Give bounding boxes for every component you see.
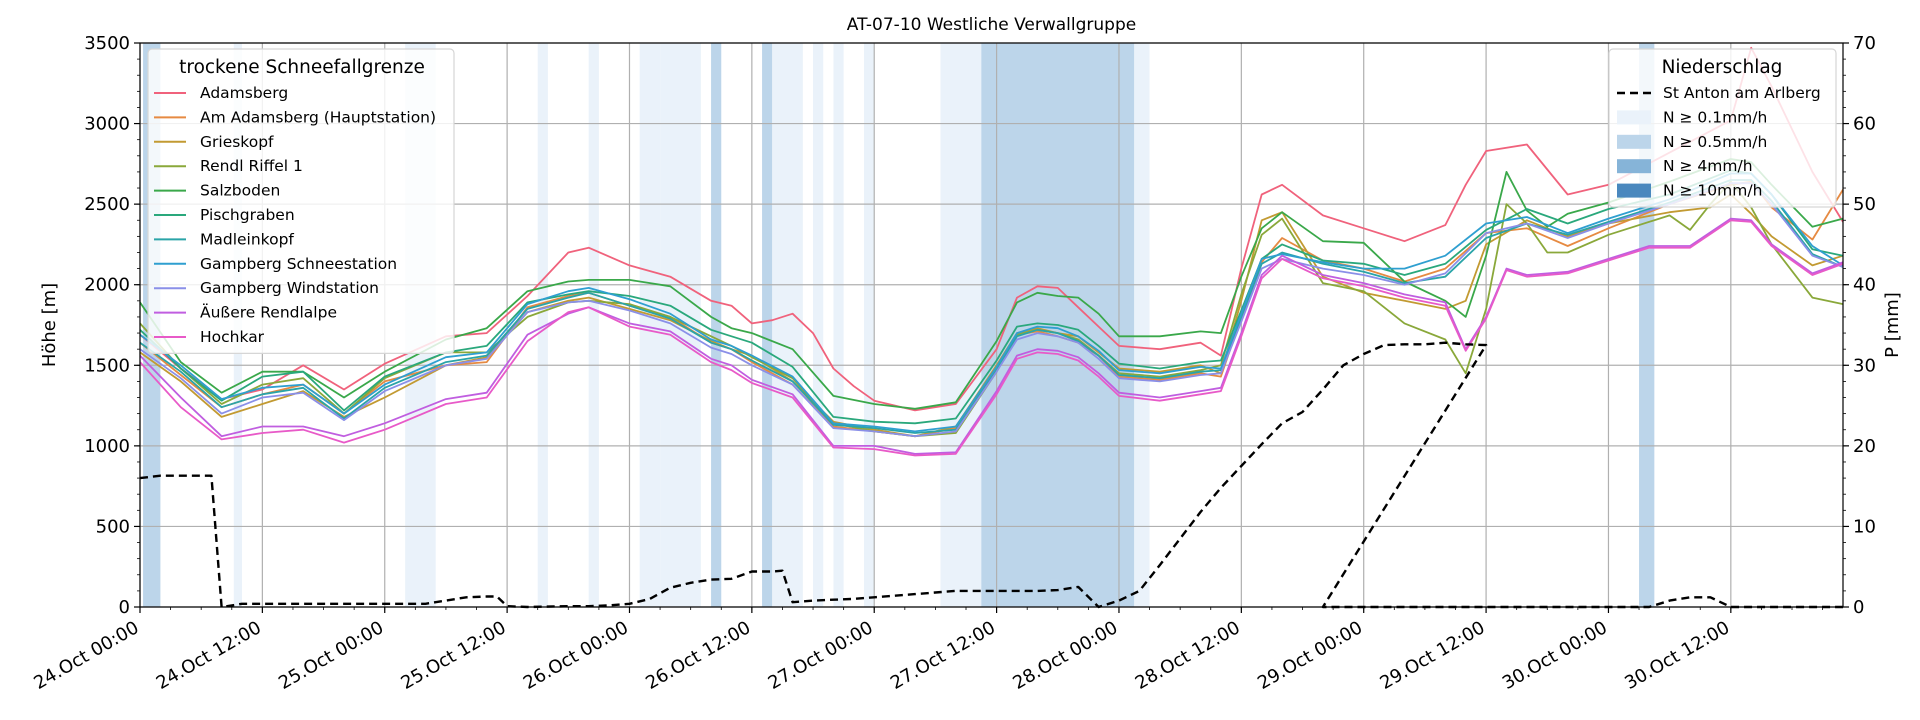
x-tick-label: 24.Oct 00:00 (30, 617, 142, 694)
y-tick-label-left: 3500 (84, 33, 130, 54)
precip-band (762, 43, 773, 607)
series-line (139, 172, 1844, 433)
legend-entry: N ≥ 0.5mm/h (1663, 133, 1767, 151)
legend-snowline: trockene Schneefallgrenze Adamsberg Am Ada… (147, 48, 455, 354)
chart-title: AT-07-10 Westliche Verwallgruppe (847, 15, 1136, 35)
legend-precipitation: Niederschlag St Anton am Arlberg N ≥ 0.1mm… (1608, 48, 1837, 208)
legend-entry: N ≥ 10mm/h (1663, 182, 1762, 200)
y-tick-label-left: 500 (96, 516, 130, 537)
x-tick-label: 30.Oct 00:00 (1499, 617, 1611, 694)
legend-entry: Salzboden (200, 182, 280, 200)
precip-band (537, 43, 548, 607)
legend-swatch (1617, 134, 1651, 149)
x-tick-label: 28.Oct 12:00 (1132, 617, 1244, 694)
y-tick-label-right: 0 (1853, 597, 1864, 618)
legend-entry: Gampberg Schneestation (200, 255, 397, 273)
y-tick-label-left: 1000 (84, 436, 130, 457)
x-tick-label: 29.Oct 00:00 (1254, 617, 1366, 694)
y-tick-label-left: 3000 (84, 114, 130, 135)
x-tick-label: 26.Oct 00:00 (520, 617, 632, 694)
legend-entry: Pischgraben (200, 206, 295, 224)
legend-entry: Äußere Rendlalpe (200, 303, 337, 322)
legend-box (1608, 48, 1837, 208)
precip-band (813, 43, 824, 607)
legend-entry: N ≥ 0.1mm/h (1663, 108, 1767, 126)
series-line (139, 182, 1844, 438)
y-axis-label-right: P [mm] (1882, 292, 1903, 358)
x-tick-label: 30.Oct 12:00 (1621, 617, 1733, 694)
legend-swatch (1617, 159, 1651, 174)
precip-band (1134, 43, 1150, 607)
legend-box (147, 48, 455, 354)
precip-band (588, 43, 599, 607)
legend-swatch (1617, 183, 1651, 198)
x-tick-label: 26.Oct 12:00 (642, 617, 754, 694)
x-tick-label: 27.Oct 12:00 (887, 617, 999, 694)
y-tick-label-right: 50 (1853, 194, 1876, 215)
series-line (139, 219, 1844, 457)
legend-entry: Rendl Riffel 1 (200, 157, 303, 175)
series-lines (139, 46, 1844, 457)
legend-swatch (1617, 110, 1651, 125)
y-tick-label-right: 70 (1853, 33, 1876, 54)
legend-entry: Gampberg Windstation (200, 279, 379, 297)
x-tick-label: 25.Oct 00:00 (275, 617, 387, 694)
x-tick-label: 29.Oct 12:00 (1376, 617, 1488, 694)
plot-frame (139, 42, 1844, 608)
precip-band (639, 43, 661, 607)
y-tick-label-right: 60 (1853, 114, 1876, 135)
legend-entry: Adamsberg (200, 84, 288, 102)
legend-entry: St Anton am Arlberg (1663, 84, 1821, 102)
legend-entry: N ≥ 4mm/h (1663, 157, 1753, 175)
precip-band (940, 43, 982, 607)
y-tick-label-left: 1500 (84, 355, 130, 376)
series-line (139, 217, 1844, 455)
precip-band (833, 43, 844, 607)
y-axis-label-left: Höhe [m] (39, 283, 60, 367)
series-line (139, 180, 1844, 438)
y-tick-label-left: 0 (119, 597, 130, 618)
legend-title: Niederschlag (1662, 57, 1783, 78)
y-tick-label-right: 10 (1853, 516, 1876, 537)
y-tick-label-right: 40 (1853, 275, 1876, 296)
x-tick-label: 27.Oct 00:00 (765, 617, 877, 694)
precipitation-bands (143, 43, 1655, 607)
y-tick-label-right: 20 (1853, 436, 1876, 457)
precip-band (711, 43, 722, 607)
legend-entry: Madleinkopf (200, 230, 294, 248)
legend-title: trockene Schneefallgrenze (179, 57, 425, 78)
x-tick-label: 28.Oct 00:00 (1009, 617, 1121, 694)
legend-entry: Hochkar (200, 328, 265, 346)
precip-band (772, 43, 803, 607)
legend-entry: Grieskopf (200, 133, 274, 151)
x-tick-label: 24.Oct 12:00 (153, 617, 265, 694)
legend-entry: Am Adamsberg (Hauptstation) (200, 108, 436, 126)
x-tick-label: 25.Oct 12:00 (397, 617, 509, 694)
series-line (139, 46, 1844, 412)
series-line (139, 158, 1844, 410)
y-tick-label-right: 30 (1853, 355, 1876, 376)
y-tick-label-left: 2500 (84, 194, 130, 215)
y-tick-label-left: 2000 (84, 275, 130, 296)
series-line (139, 169, 1844, 425)
precip-band (864, 43, 875, 607)
